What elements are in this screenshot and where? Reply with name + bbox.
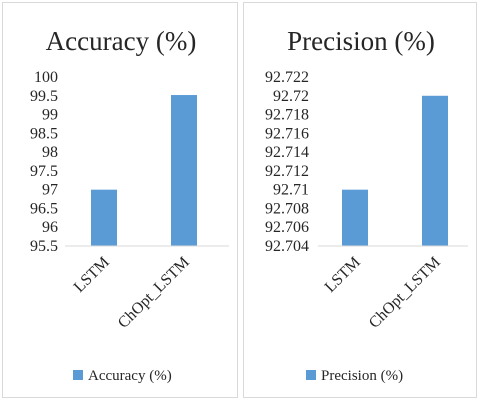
legend-label: Precision (%) [321,368,403,384]
accuracy-chart-panel: Accuracy (%) 95.5 96 96.5 97 97.5 98 98.5 99 99.… [2,2,238,398]
y-tick-label: 97 [42,182,58,199]
y-tick-label: 96.5 [30,200,58,217]
x-axis-categories: LSTM ChOpt_LSTM [71,254,193,332]
y-tick-label: 98 [42,144,58,161]
y-tick-label: 99 [42,107,58,124]
bar-chopt-lstm [171,95,197,246]
y-tick-label: 92.704 [265,238,309,255]
legend-swatch [73,370,83,380]
y-tick-label: 92.72 [273,88,309,105]
y-tick-label: 92.71 [273,182,309,199]
y-tick-label: 100 [34,69,58,86]
bar-lstm [91,189,117,246]
y-tick-label: 92.722 [265,69,309,86]
bar-chopt-lstm [422,95,448,247]
y-tick-label: 98.5 [30,125,58,142]
precision-chart: Precision (%) 92.70492.70692.70892.7192.… [265,26,468,384]
x-category-label: LSTM [71,254,113,296]
y-tick-label: 92.706 [265,219,309,236]
y-axis-ticks: 95.5 96 96.597 97.5 98 98.599 99.5 100 [30,69,58,255]
legend-swatch [306,370,316,380]
precision-chart-panel: Precision (%) 92.704 92.706 92.708 92.71 92.… [243,2,477,398]
chart-title: Accuracy (%) [46,26,197,56]
y-tick-label: 92.714 [265,144,309,161]
chart-title: Precision (%) [287,26,435,56]
x-category-label: ChOpt_LSTM [115,254,193,332]
y-tick-label: 96 [42,219,58,236]
y-tick-label: 92.718 [265,107,309,124]
x-category-label: LSTM [322,254,364,296]
x-category-label: ChOpt_LSTM [366,254,444,332]
bars [342,95,448,247]
x-axis-categories: LSTM ChOpt_LSTM [322,254,444,332]
y-tick-label: 99.5 [30,88,58,105]
bars [91,95,197,246]
y-tick-label: 92.708 [265,200,309,217]
y-tick-label: 92.712 [265,163,309,180]
y-tick-label: 92.716 [265,125,309,142]
y-tick-label: 97.5 [30,163,58,180]
legend-label: Accuracy (%) [88,368,172,384]
accuracy-chart: Accuracy (%) 95.5 96 96.597 97.5 98 98.599 99.… [30,26,229,384]
bar-lstm [342,189,368,246]
y-tick-label: 95.5 [30,238,58,255]
